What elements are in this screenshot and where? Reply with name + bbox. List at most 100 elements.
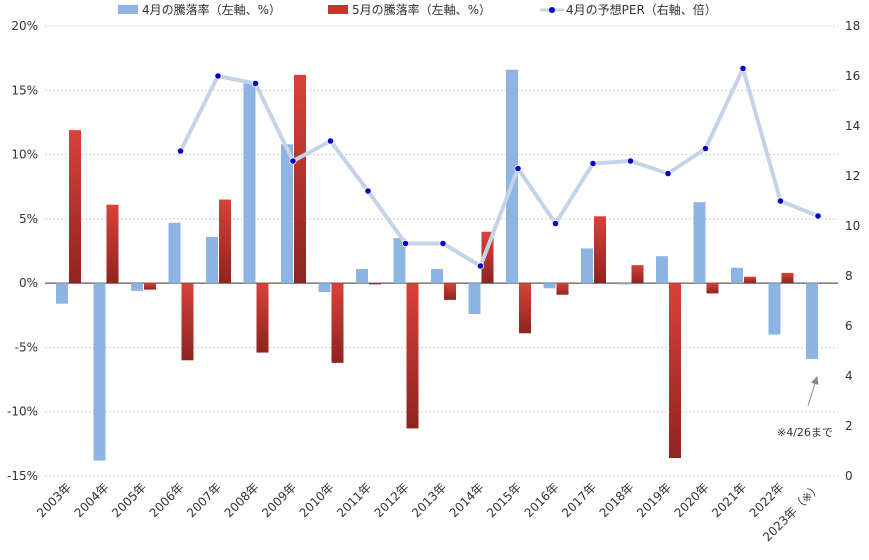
legend-swatch-may <box>328 5 348 14</box>
x-axis-tick-label: 2003年 <box>34 480 74 520</box>
legend-swatch-per <box>540 6 564 13</box>
x-axis-tick-label: 2014年 <box>447 480 487 520</box>
left-axis-tick-label: 0% <box>19 276 38 290</box>
bar-april <box>506 69 518 284</box>
bar-april <box>393 238 406 284</box>
bar-may <box>256 283 269 353</box>
bar-april <box>56 283 68 304</box>
right-axis-tick-label: 6 <box>845 319 853 333</box>
bar-april <box>281 144 293 284</box>
bar-april <box>731 267 743 284</box>
legend-april: 4月の騰落率（左軸、%） <box>118 1 281 18</box>
x-axis-tick-label: 2020年 <box>672 480 712 520</box>
per-marker <box>401 239 410 248</box>
legend-label-may: 5月の騰落率（左軸、%） <box>352 3 492 17</box>
legend-may: 5月の騰落率（左軸、%） <box>328 1 491 18</box>
bar-may <box>219 199 231 284</box>
bar-april <box>468 283 481 314</box>
bar-april <box>806 283 818 359</box>
bar-april <box>356 269 368 284</box>
bar-may <box>331 283 344 363</box>
bar-may <box>444 283 456 300</box>
bar-may <box>181 283 194 361</box>
bar-may <box>781 272 794 284</box>
bar-april <box>168 222 181 284</box>
bar-april <box>768 283 781 335</box>
bar-april <box>543 283 556 289</box>
per-marker <box>289 157 297 165</box>
bar-april <box>243 82 256 284</box>
bar-april <box>581 248 593 284</box>
right-axis-tick-label: 0 <box>845 469 853 483</box>
per-marker <box>439 239 447 248</box>
per-marker <box>701 144 710 153</box>
per-marker <box>514 164 522 173</box>
bar-may <box>556 283 569 295</box>
right-axis-tick-label: 4 <box>845 369 853 383</box>
left-axis-tick-label: 5% <box>19 212 38 226</box>
x-axis-tick-label: 2005年 <box>109 480 149 520</box>
bar-may <box>594 216 606 284</box>
bar-may <box>744 276 756 284</box>
right-axis-tick-label: 16 <box>845 69 860 83</box>
right-axis-tick-label: 10 <box>845 219 860 233</box>
bar-april <box>318 283 331 293</box>
right-axis-tick-label: 18 <box>845 19 860 33</box>
per-marker <box>551 219 560 228</box>
left-axis-tick-label: -10% <box>7 405 38 419</box>
bar-april <box>693 202 706 284</box>
bar-april <box>618 283 631 285</box>
per-marker <box>364 187 372 195</box>
x-axis-tick-label: 2010年 <box>297 480 337 520</box>
per-marker <box>589 159 597 168</box>
right-axis-tick-label: 14 <box>845 119 860 133</box>
annotation-text: ※4/26まで <box>777 426 833 439</box>
per-marker <box>739 64 747 73</box>
x-axis-tick-label: 2006年 <box>147 480 187 520</box>
left-axis-tick-label: 15% <box>11 83 38 97</box>
bar-may <box>369 283 381 285</box>
per-marker <box>251 79 260 88</box>
right-axis-tick-label: 12 <box>845 169 860 183</box>
bar-may <box>294 74 306 284</box>
per-marker <box>326 137 335 145</box>
bar-may <box>631 265 644 284</box>
bar-may <box>406 283 419 429</box>
x-axis-tick-label: 2007年 <box>184 480 224 520</box>
per-marker <box>176 147 185 155</box>
x-axis-tick-label: 2004年 <box>72 480 112 520</box>
x-axis-tick-label: 2011年 <box>334 480 374 520</box>
legend-label-per: 4月の予想PER（右軸、倍） <box>566 3 717 17</box>
x-axis-tick-label: 2016年 <box>522 480 562 520</box>
bar-april <box>656 256 668 284</box>
legend: 4月の騰落率（左軸、%） 5月の騰落率（左軸、%） 4月の予想PER（右軸、倍） <box>0 0 869 18</box>
left-axis-tick-label: 20% <box>11 19 38 33</box>
left-axis-tick-label: -5% <box>15 340 38 354</box>
bar-may <box>69 130 81 284</box>
left-axis-tick-label: 10% <box>11 148 38 162</box>
per-marker <box>626 157 635 165</box>
legend-swatch-april <box>118 5 138 14</box>
per-marker <box>664 169 672 178</box>
right-axis-tick-label: 8 <box>845 269 853 283</box>
x-axis-tick-label: 2009年 <box>259 480 299 520</box>
bar-april <box>431 269 443 284</box>
x-axis-tick-label: 2019年 <box>634 480 674 520</box>
bar-april <box>131 283 143 291</box>
bar-april <box>206 236 218 284</box>
bar-may <box>144 283 156 290</box>
per-marker <box>814 212 822 220</box>
legend-label-april: 4月の騰落率（左軸、%） <box>142 3 282 17</box>
annotation-arrow <box>807 376 819 407</box>
x-axis-tick-label: 2017年 <box>559 480 599 520</box>
right-axis-tick-label: 2 <box>845 419 853 433</box>
bar-may <box>706 283 719 294</box>
per-marker <box>476 262 485 270</box>
bar-may <box>669 283 681 458</box>
left-axis-tick-label: -15% <box>7 469 38 483</box>
x-axis-tick-label: 2021年 <box>709 480 749 520</box>
x-axis-tick-label: 2018年 <box>597 480 637 520</box>
x-axis-tick-label: 2012年 <box>372 480 412 520</box>
legend-per: 4月の予想PER（右軸、倍） <box>540 1 717 18</box>
